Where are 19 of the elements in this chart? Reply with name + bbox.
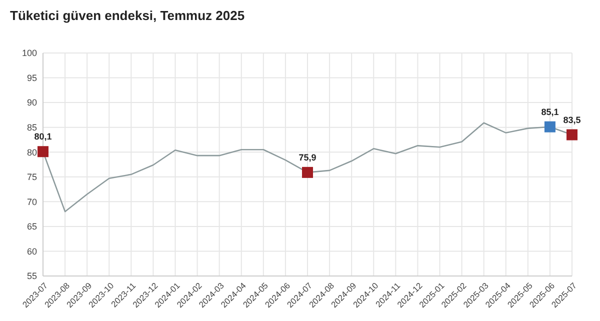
y-tick-label: 90 <box>26 98 37 108</box>
point <box>38 146 48 158</box>
y-tick-label: 55 <box>26 271 37 282</box>
y-tick-label: 60 <box>26 246 37 256</box>
y-tick-label: 80 <box>26 147 37 158</box>
point <box>302 166 313 178</box>
chart-title: Tüketici güven endeksi, Temmuz 2025 <box>10 8 245 23</box>
y-tick-label: 85 <box>26 122 37 132</box>
y-tick-label: 95 <box>26 72 37 83</box>
point <box>566 129 578 140</box>
y-tick-label: 65 <box>26 222 37 232</box>
data-label: 80,1 <box>34 132 52 142</box>
data-label: 83,5 <box>563 114 581 125</box>
y-tick-label: 75 <box>26 172 37 182</box>
y-tick-label: 70 <box>26 196 37 207</box>
data-label: 75,9 <box>298 152 316 162</box>
data-label: 85,1 <box>541 106 559 117</box>
y-tick-label: 100 <box>22 48 37 58</box>
point <box>544 121 556 132</box>
